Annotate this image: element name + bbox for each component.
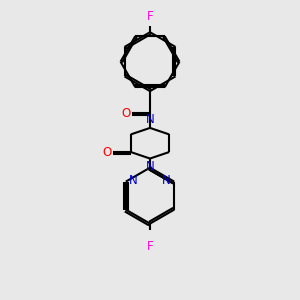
Text: N: N (146, 160, 155, 173)
Text: N: N (129, 174, 138, 187)
Text: F: F (147, 240, 153, 253)
Text: O: O (121, 107, 130, 120)
Text: N: N (146, 113, 155, 126)
Text: O: O (102, 146, 111, 159)
Text: N: N (162, 174, 171, 187)
Text: F: F (147, 11, 153, 23)
